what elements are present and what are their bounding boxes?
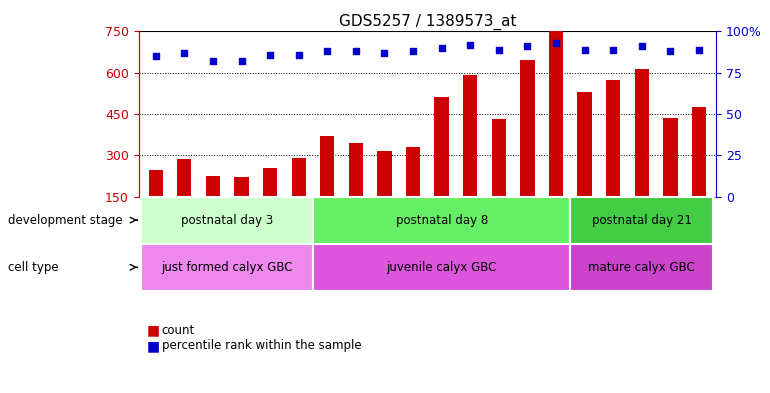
Point <box>236 58 248 64</box>
Bar <box>434 97 449 238</box>
Point <box>293 51 305 58</box>
Point <box>578 46 591 53</box>
Point <box>350 48 362 54</box>
Bar <box>549 31 563 238</box>
Bar <box>142 196 313 244</box>
Text: ■: ■ <box>146 339 159 353</box>
Bar <box>463 75 477 238</box>
Point <box>178 50 190 56</box>
Text: just formed calyx GBC: just formed calyx GBC <box>162 261 293 274</box>
Bar <box>377 151 392 238</box>
Bar <box>606 79 621 238</box>
Point <box>464 42 477 48</box>
Bar <box>663 118 678 238</box>
Bar <box>206 176 220 238</box>
Text: mature calyx GBC: mature calyx GBC <box>588 261 695 274</box>
Point <box>493 46 505 53</box>
Bar <box>571 196 713 244</box>
Bar <box>578 92 591 238</box>
Point <box>693 46 705 53</box>
Point <box>321 48 333 54</box>
Title: GDS5257 / 1389573_at: GDS5257 / 1389573_at <box>339 14 516 30</box>
Point <box>378 50 390 56</box>
Bar <box>234 177 249 238</box>
Text: count: count <box>162 323 195 337</box>
Point <box>521 43 534 50</box>
Bar <box>571 244 713 291</box>
Text: juvenile calyx GBC: juvenile calyx GBC <box>387 261 497 274</box>
Bar <box>142 244 313 291</box>
Bar <box>263 167 277 238</box>
Point <box>550 40 562 46</box>
Bar <box>320 136 334 238</box>
Bar <box>177 159 192 238</box>
Bar <box>292 158 306 238</box>
Point <box>207 58 219 64</box>
Bar <box>406 147 420 238</box>
Point <box>149 53 162 59</box>
Bar <box>634 68 649 238</box>
Point <box>436 45 448 51</box>
Bar <box>521 60 534 238</box>
Text: postnatal day 8: postnatal day 8 <box>396 213 487 227</box>
Point <box>407 48 419 54</box>
Bar <box>691 107 706 238</box>
Point <box>635 43 648 50</box>
Text: postnatal day 3: postnatal day 3 <box>181 213 273 227</box>
Point <box>665 48 677 54</box>
Point <box>607 46 619 53</box>
Text: development stage: development stage <box>8 213 122 227</box>
Text: percentile rank within the sample: percentile rank within the sample <box>162 339 361 353</box>
Bar <box>349 143 363 238</box>
Text: postnatal day 21: postnatal day 21 <box>592 213 691 227</box>
Bar <box>149 171 163 238</box>
Text: ■: ■ <box>146 323 159 337</box>
Bar <box>313 196 571 244</box>
Bar <box>492 119 506 238</box>
Point <box>264 51 276 58</box>
Bar <box>313 244 571 291</box>
Text: cell type: cell type <box>8 261 59 274</box>
